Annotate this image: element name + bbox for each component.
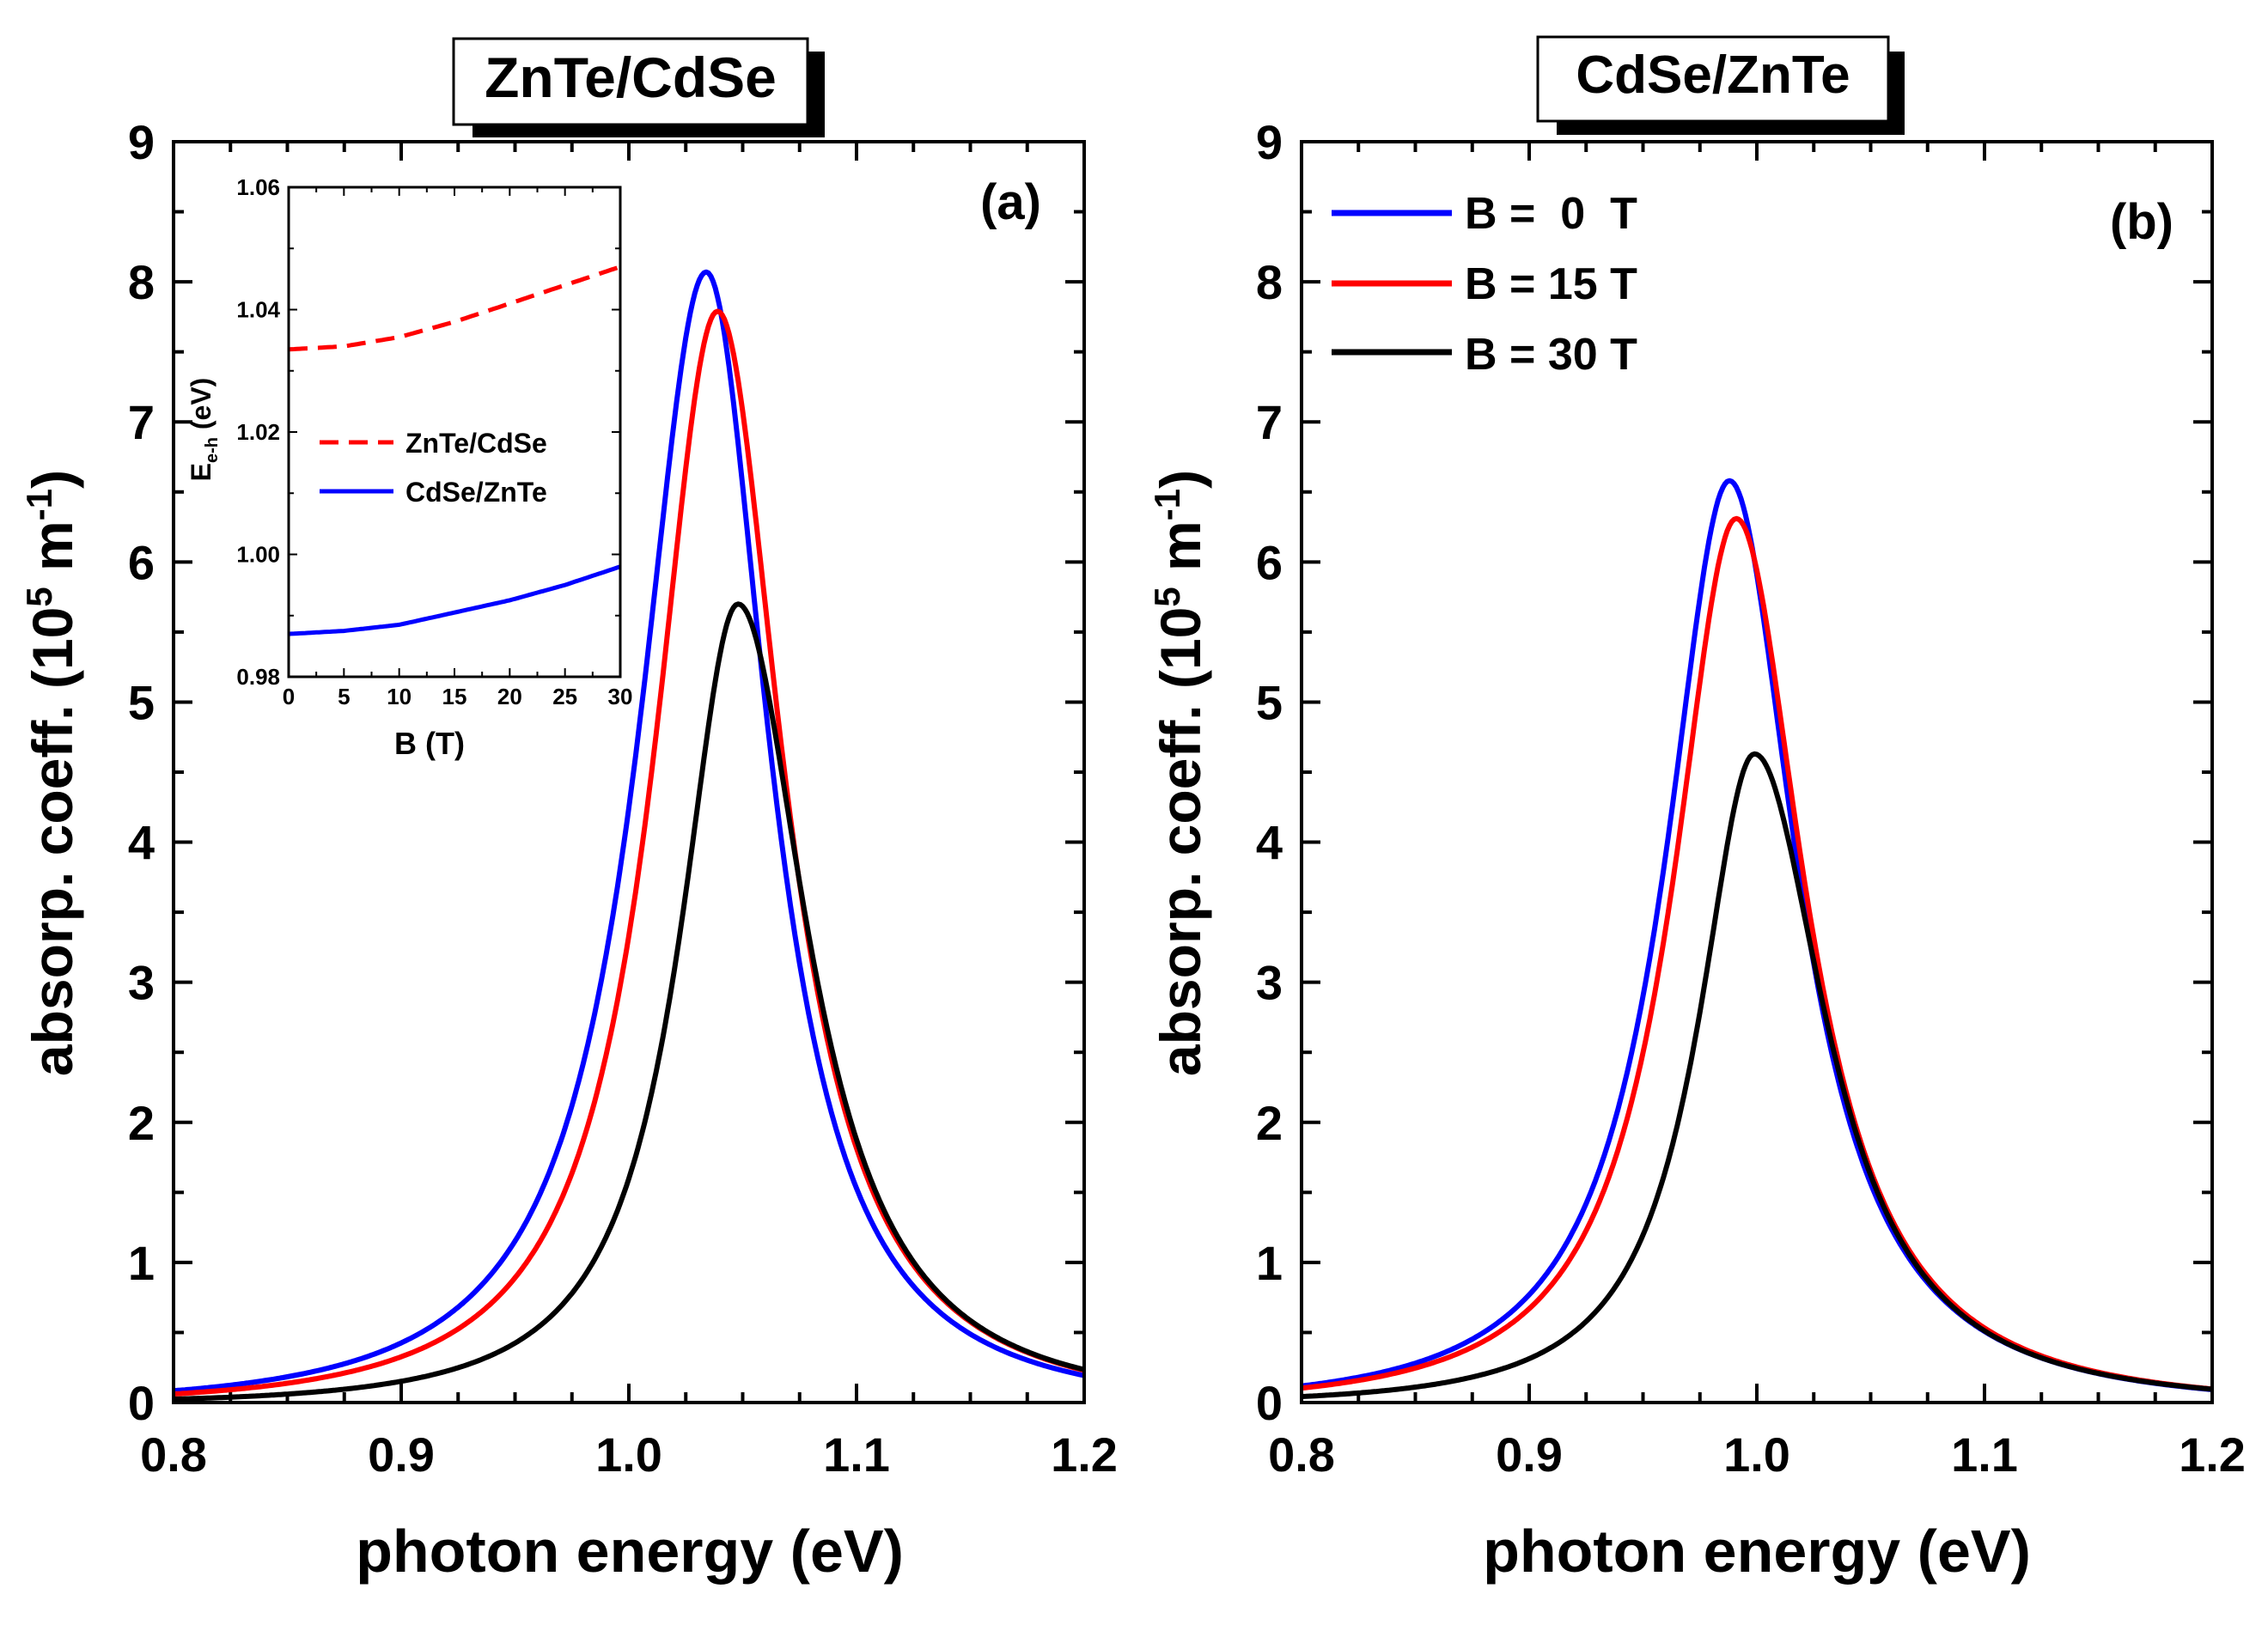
xtick-label: 0.9 [368,1427,435,1482]
inset-xtick-label: 15 [442,684,467,709]
ytick-label: 5 [1256,675,1283,729]
title-b: CdSe/ZnTe [1576,46,1850,105]
plot-frame-a [172,140,1086,1404]
ytick-label: 2 [128,1096,155,1150]
inset-ylabel: Ee-h (eV) [186,378,222,482]
xtick-label: 1.1 [1951,1427,2018,1482]
ytick-label: 1 [128,1236,155,1290]
series-line-b-15-t [1301,515,2213,1392]
xlabel-b: photon energy (eV) [1483,1518,2031,1585]
ytick-label: 3 [128,956,155,1010]
inset-xtick-label: 25 [552,684,577,709]
axes-b: 0 1 2 3 4 5 6 7 8 9 0.8 0.9 1.0 1.1 1.2 [1256,115,2246,1482]
ytick-label: 6 [128,535,155,589]
ytick-label: 6 [1256,535,1283,589]
series-line-b-30-t [1301,751,2213,1399]
inset-xtick-label: 10 [387,684,412,709]
xtick-label: 1.1 [823,1427,890,1482]
inset-series [288,265,621,636]
axes-a: 0 1 2 3 4 5 6 7 8 9 0.8 0.9 1.0 1.1 1.2 [128,115,1118,1482]
inset-series-znte-cdse [288,265,621,352]
inset-xtick-label: 0 [283,684,295,709]
legend-label-15T: B = 15 T [1465,259,1637,309]
ytick-label: 0 [128,1376,155,1430]
xlabel-a: photon energy (eV) [356,1518,904,1585]
xtick-label: 0.8 [140,1427,207,1482]
panel-label-b: (b) [2110,194,2174,250]
ytick-label: 4 [128,816,155,870]
inset-legend: ZnTe/CdSe CdSe/ZnTe [320,428,547,508]
inset-chart: 0 5 10 15 20 25 30 0.98 1.00 1.02 1.04 1.06 B (T) E… [186,174,632,761]
xtick-label: 1.0 [1723,1427,1790,1482]
ytick-label: 8 [1256,255,1283,309]
inset-ytick-label: 0.98 [236,664,280,690]
inset-xtick-label: 30 [608,684,633,709]
ytick-label: 7 [128,395,155,449]
xtick-label: 0.8 [1268,1427,1335,1482]
inset-xtick-label: 20 [497,684,522,709]
series-line-b-15-t [173,308,1085,1397]
ytick-label: 4 [1256,816,1283,870]
ytick-label: 7 [1256,395,1283,449]
ytick-label: 8 [128,255,155,309]
ylabel-b: absorp. coeff. (105 m-1) [1147,470,1212,1076]
ytick-label: 2 [1256,1096,1283,1150]
title-b-box [1536,35,1890,123]
ytick-label: 0 [1256,1376,1283,1430]
inset-legend-label-2: CdSe/ZnTe [405,477,547,508]
inset-ytick-label: 1.02 [236,419,280,445]
xtick-label: 1.2 [2179,1427,2246,1482]
xtick-label: 1.2 [1051,1427,1118,1482]
ylabel-a: absorp. coeff. (105 m-1) [19,470,84,1076]
ytick-label: 3 [1256,956,1283,1010]
inset-xtick-label: 5 [338,684,350,709]
inset-series-cdse-znte [288,564,621,636]
xtick-label: 1.0 [595,1427,662,1482]
ytick-label: 5 [128,675,155,729]
inset-ytick-label: 1.04 [236,297,280,323]
ytick-label: 9 [1256,115,1283,169]
series-line-b-30-t [173,601,1085,1402]
legend-label-0T: B = 0 T [1465,189,1637,239]
series-a [173,269,1085,1402]
panel-label-a: (a) [980,174,1041,230]
inset-xlabel: B (T) [394,726,465,761]
plot-frame-b [1300,140,2214,1404]
series-line-b-0-t [173,269,1085,1394]
legend-b: B = 0 T B = 15 T B = 30 T [1332,189,1637,380]
inset-ytick-label: 1.06 [236,174,280,200]
title-a: ZnTe/CdSe [485,46,777,109]
ytick-label: 1 [1256,1236,1283,1290]
inset-legend-label-1: ZnTe/CdSe [405,428,547,459]
series-b [1301,478,2213,1399]
ytick-label: 9 [128,115,155,169]
series-line-b-0-t [1301,478,2213,1392]
inset-frame [287,186,622,679]
legend-label-30T: B = 30 T [1465,330,1637,380]
inset-ytick-label: 1.00 [236,542,280,568]
title-a-box [452,37,809,126]
xtick-label: 0.9 [1496,1427,1563,1482]
